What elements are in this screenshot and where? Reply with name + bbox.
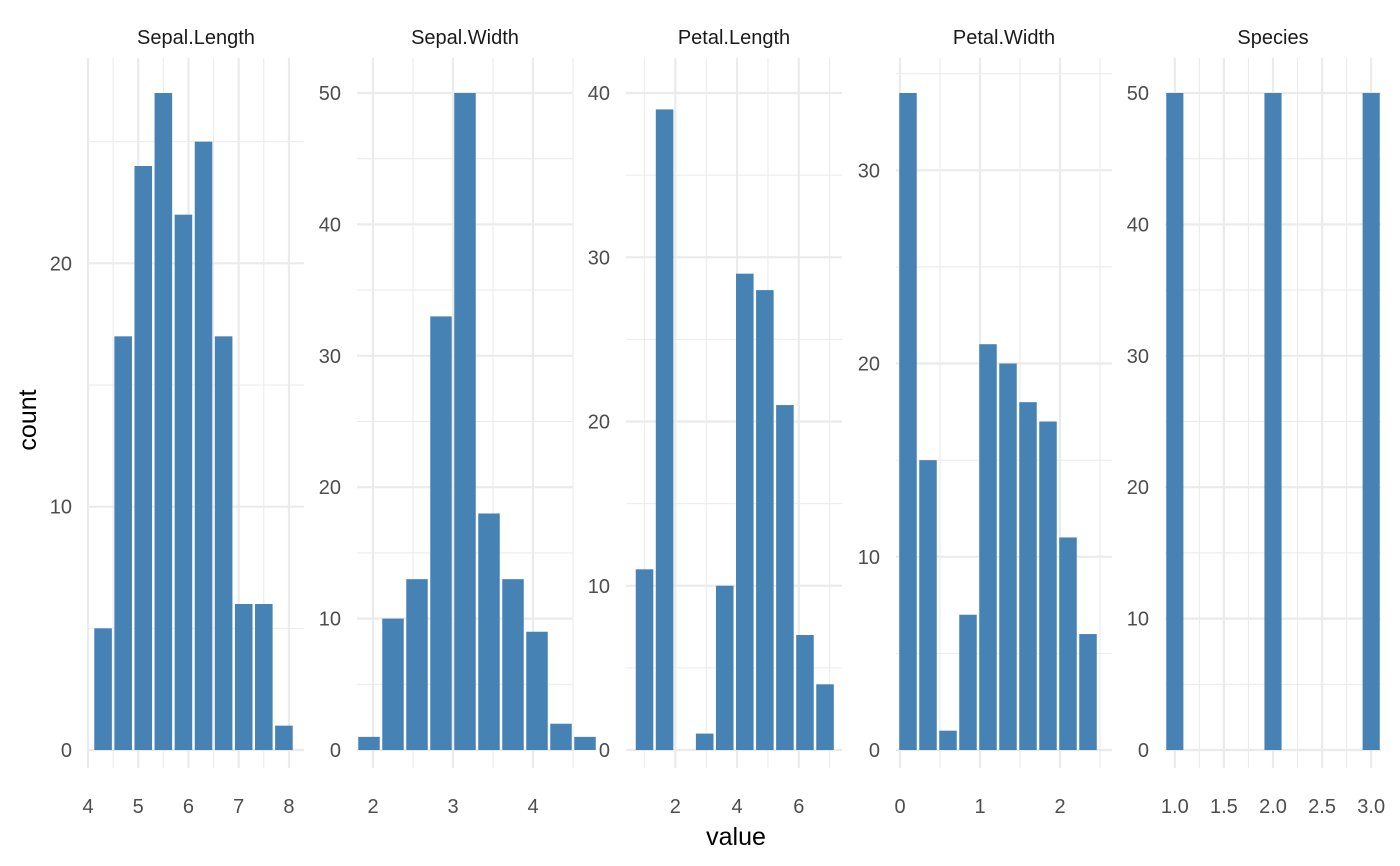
panel-sepal-length: Sepal.Length 0 10 20 4 5 6 7 8 — [50, 27, 304, 818]
histogram-bar — [526, 631, 548, 750]
histogram-bar — [502, 579, 524, 750]
y-tick-label: 20 — [50, 253, 72, 275]
facet-strip-label: Petal.Length — [678, 27, 790, 49]
histogram-bar — [358, 736, 380, 750]
histogram-bar — [796, 635, 814, 750]
histogram-bar — [550, 723, 572, 750]
histogram-bar — [478, 513, 500, 750]
histogram-bar — [919, 460, 937, 750]
histogram-bar — [1019, 402, 1037, 750]
x-tick-label: 6 — [183, 796, 194, 818]
y-tick-label: 10 — [319, 609, 341, 631]
panel-species: Species 0 10 20 30 40 50 1.0 1.5 2.0 2.5 3.0 — [1127, 27, 1385, 818]
x-tick-label: 7 — [233, 796, 244, 818]
x-tick-label: 2.0 — [1259, 796, 1287, 818]
facet-strip-label: Sepal.Length — [137, 27, 255, 49]
histogram-bar — [635, 569, 654, 750]
histogram-bar — [154, 93, 173, 750]
histogram-bar — [999, 363, 1017, 750]
y-tick-label: 40 — [588, 83, 610, 105]
y-tick-label: 30 — [1127, 346, 1149, 368]
facet-strip-label: Sepal.Width — [411, 27, 519, 49]
x-tick-label: 5 — [133, 796, 144, 818]
facet-strip-label: Species — [1237, 27, 1308, 49]
histogram-bar — [959, 614, 977, 750]
histogram-bar — [1264, 93, 1282, 750]
histogram-bar — [406, 579, 428, 750]
y-tick-label: 0 — [330, 740, 341, 762]
histogram-bar — [94, 628, 112, 750]
histogram-bar — [382, 618, 404, 750]
histogram-bar — [715, 585, 734, 750]
histogram-bar — [275, 725, 293, 750]
y-tick-label: 10 — [588, 576, 610, 598]
histogram-bar — [1362, 93, 1380, 750]
panel-sepal-width: Sepal.Width 0 10 20 30 40 50 2 3 4 — [319, 27, 596, 818]
histogram-bar — [214, 336, 233, 750]
y-tick-label: 50 — [1127, 83, 1149, 105]
histogram-bar — [979, 344, 997, 750]
y-tick-label: 0 — [1138, 740, 1149, 762]
y-tick-label: 10 — [858, 547, 880, 569]
x-tick-label: 2.5 — [1308, 796, 1336, 818]
y-tick-label: 20 — [319, 477, 341, 499]
x-tick-label: 0 — [894, 796, 905, 818]
x-tick-label: 2 — [670, 796, 681, 818]
histogram-bar — [174, 214, 193, 750]
x-tick-label: 8 — [283, 796, 294, 818]
y-tick-label: 20 — [858, 354, 880, 376]
histogram-bar — [939, 730, 957, 750]
histogram-bar — [454, 93, 476, 750]
x-tick-label: 3.0 — [1357, 796, 1385, 818]
x-tick-label: 2 — [367, 796, 378, 818]
histogram-bar — [756, 290, 774, 750]
x-tick-label: 2 — [1054, 796, 1065, 818]
histogram-bar — [776, 405, 794, 750]
histogram-bar — [655, 109, 674, 751]
histogram-bar — [430, 316, 452, 750]
histogram-bar — [695, 733, 714, 750]
y-tick-label: 40 — [1127, 214, 1149, 236]
facet-strip-label: Petal.Width — [953, 27, 1055, 49]
y-tick-label: 20 — [588, 412, 610, 434]
histogram-bar — [1059, 537, 1077, 750]
histogram-bar — [1039, 421, 1057, 750]
x-tick-label: 6 — [793, 796, 804, 818]
histogram-bar — [1079, 634, 1097, 750]
y-tick-label: 20 — [1127, 477, 1149, 499]
histogram-bar — [114, 336, 132, 750]
histogram-bar — [1166, 93, 1184, 750]
y-tick-label: 10 — [50, 497, 72, 519]
y-tick-label: 10 — [1127, 609, 1149, 631]
histogram-bar — [816, 684, 834, 750]
histogram-bar — [574, 736, 596, 750]
x-tick-label: 1.5 — [1210, 796, 1238, 818]
histogram-bar — [899, 93, 917, 750]
panel-petal-length: Petal.Length 0 10 20 30 40 2 4 6 — [588, 27, 842, 818]
y-tick-label: 0 — [599, 740, 610, 762]
y-tick-label: 30 — [588, 247, 610, 269]
x-tick-label: 1 — [974, 796, 985, 818]
y-tick-label: 0 — [869, 740, 880, 762]
histogram-bar — [736, 273, 754, 750]
x-tick-label: 4 — [732, 796, 743, 818]
x-axis-title: value — [706, 823, 766, 851]
x-tick-label: 1.0 — [1161, 796, 1189, 818]
x-tick-label: 3 — [447, 796, 458, 818]
x-tick-label: 4 — [82, 796, 93, 818]
y-tick-label: 30 — [319, 346, 341, 368]
histogram-bar — [255, 604, 273, 750]
x-tick-label: 4 — [527, 796, 538, 818]
y-tick-label: 30 — [858, 160, 880, 182]
y-tick-label: 0 — [61, 740, 72, 762]
y-tick-label: 50 — [319, 83, 341, 105]
panel-petal-width: Petal.Width 0 10 20 30 0 1 2 — [858, 27, 1112, 818]
histogram-bar — [134, 166, 153, 750]
y-axis-title: count — [14, 389, 42, 450]
y-tick-label: 40 — [319, 214, 341, 236]
histogram-bar — [194, 141, 213, 750]
histogram-bar — [234, 604, 253, 750]
